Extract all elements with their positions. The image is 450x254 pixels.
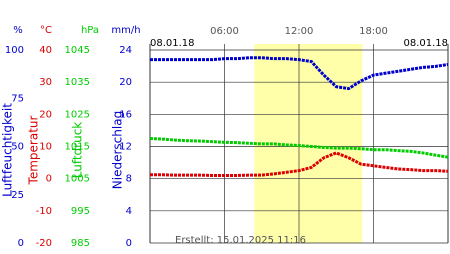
axis-name: Luftdruck — [71, 122, 85, 179]
axis-unit: °C — [40, 25, 52, 36]
axis-name: Temperatur — [27, 115, 41, 185]
y-tick-label: 10 — [39, 142, 52, 153]
y-tick-label: 1005 — [65, 174, 90, 185]
y-tick-label: 995 — [71, 206, 90, 217]
y-tick-label: 1025 — [65, 109, 90, 120]
y-tick-label: 30 — [39, 77, 52, 88]
y-tick-label: 50 — [11, 142, 24, 153]
y-tick-label: 1045 — [65, 45, 90, 56]
y-tick-label: 0 — [18, 238, 24, 249]
y-tick-label: -10 — [36, 206, 52, 217]
y-tick-label: 24 — [119, 45, 132, 56]
y-tick-label: 4 — [126, 206, 132, 217]
series-line — [150, 151, 449, 177]
y-tick-label: 0 — [46, 174, 52, 185]
axis-unit: % — [13, 25, 23, 36]
series-line — [150, 56, 449, 91]
y-tick-label: 985 — [71, 238, 90, 249]
axis-unit: hPa — [81, 25, 99, 36]
footer: Erstellt: 15.01.2025 11:16 — [175, 235, 306, 246]
y-tick-label: 25 — [11, 190, 24, 201]
y-tick-label: 40 — [39, 45, 52, 56]
x-tick-label: 18:00 — [359, 26, 388, 37]
y-tick-label: 1035 — [65, 77, 90, 88]
axis-unit: mm/h — [111, 25, 140, 36]
y-tick-label: -20 — [36, 238, 52, 249]
y-tick-label: 75 — [11, 93, 24, 104]
x-tick-label: 12:00 — [285, 26, 314, 37]
date: 08.01.18 — [403, 38, 448, 49]
series-line — [149, 136, 449, 159]
y-tick-label: 12 — [119, 142, 132, 153]
axis-name: Luftfeuchtigkeit — [1, 103, 15, 197]
y-tick-label: 1015 — [65, 142, 90, 153]
y-tick-label: 100 — [5, 45, 24, 56]
y-tick-label: 20 — [119, 77, 132, 88]
axis-name: Niederschlag — [111, 111, 125, 189]
y-tick-label: 16 — [119, 109, 132, 120]
date: 08.01.18 — [150, 38, 195, 49]
y-tick-label: 20 — [39, 109, 52, 120]
x-tick-label: 06:00 — [210, 26, 239, 37]
y-tick-label: 0 — [126, 238, 132, 249]
y-tick-label: 8 — [126, 174, 132, 185]
